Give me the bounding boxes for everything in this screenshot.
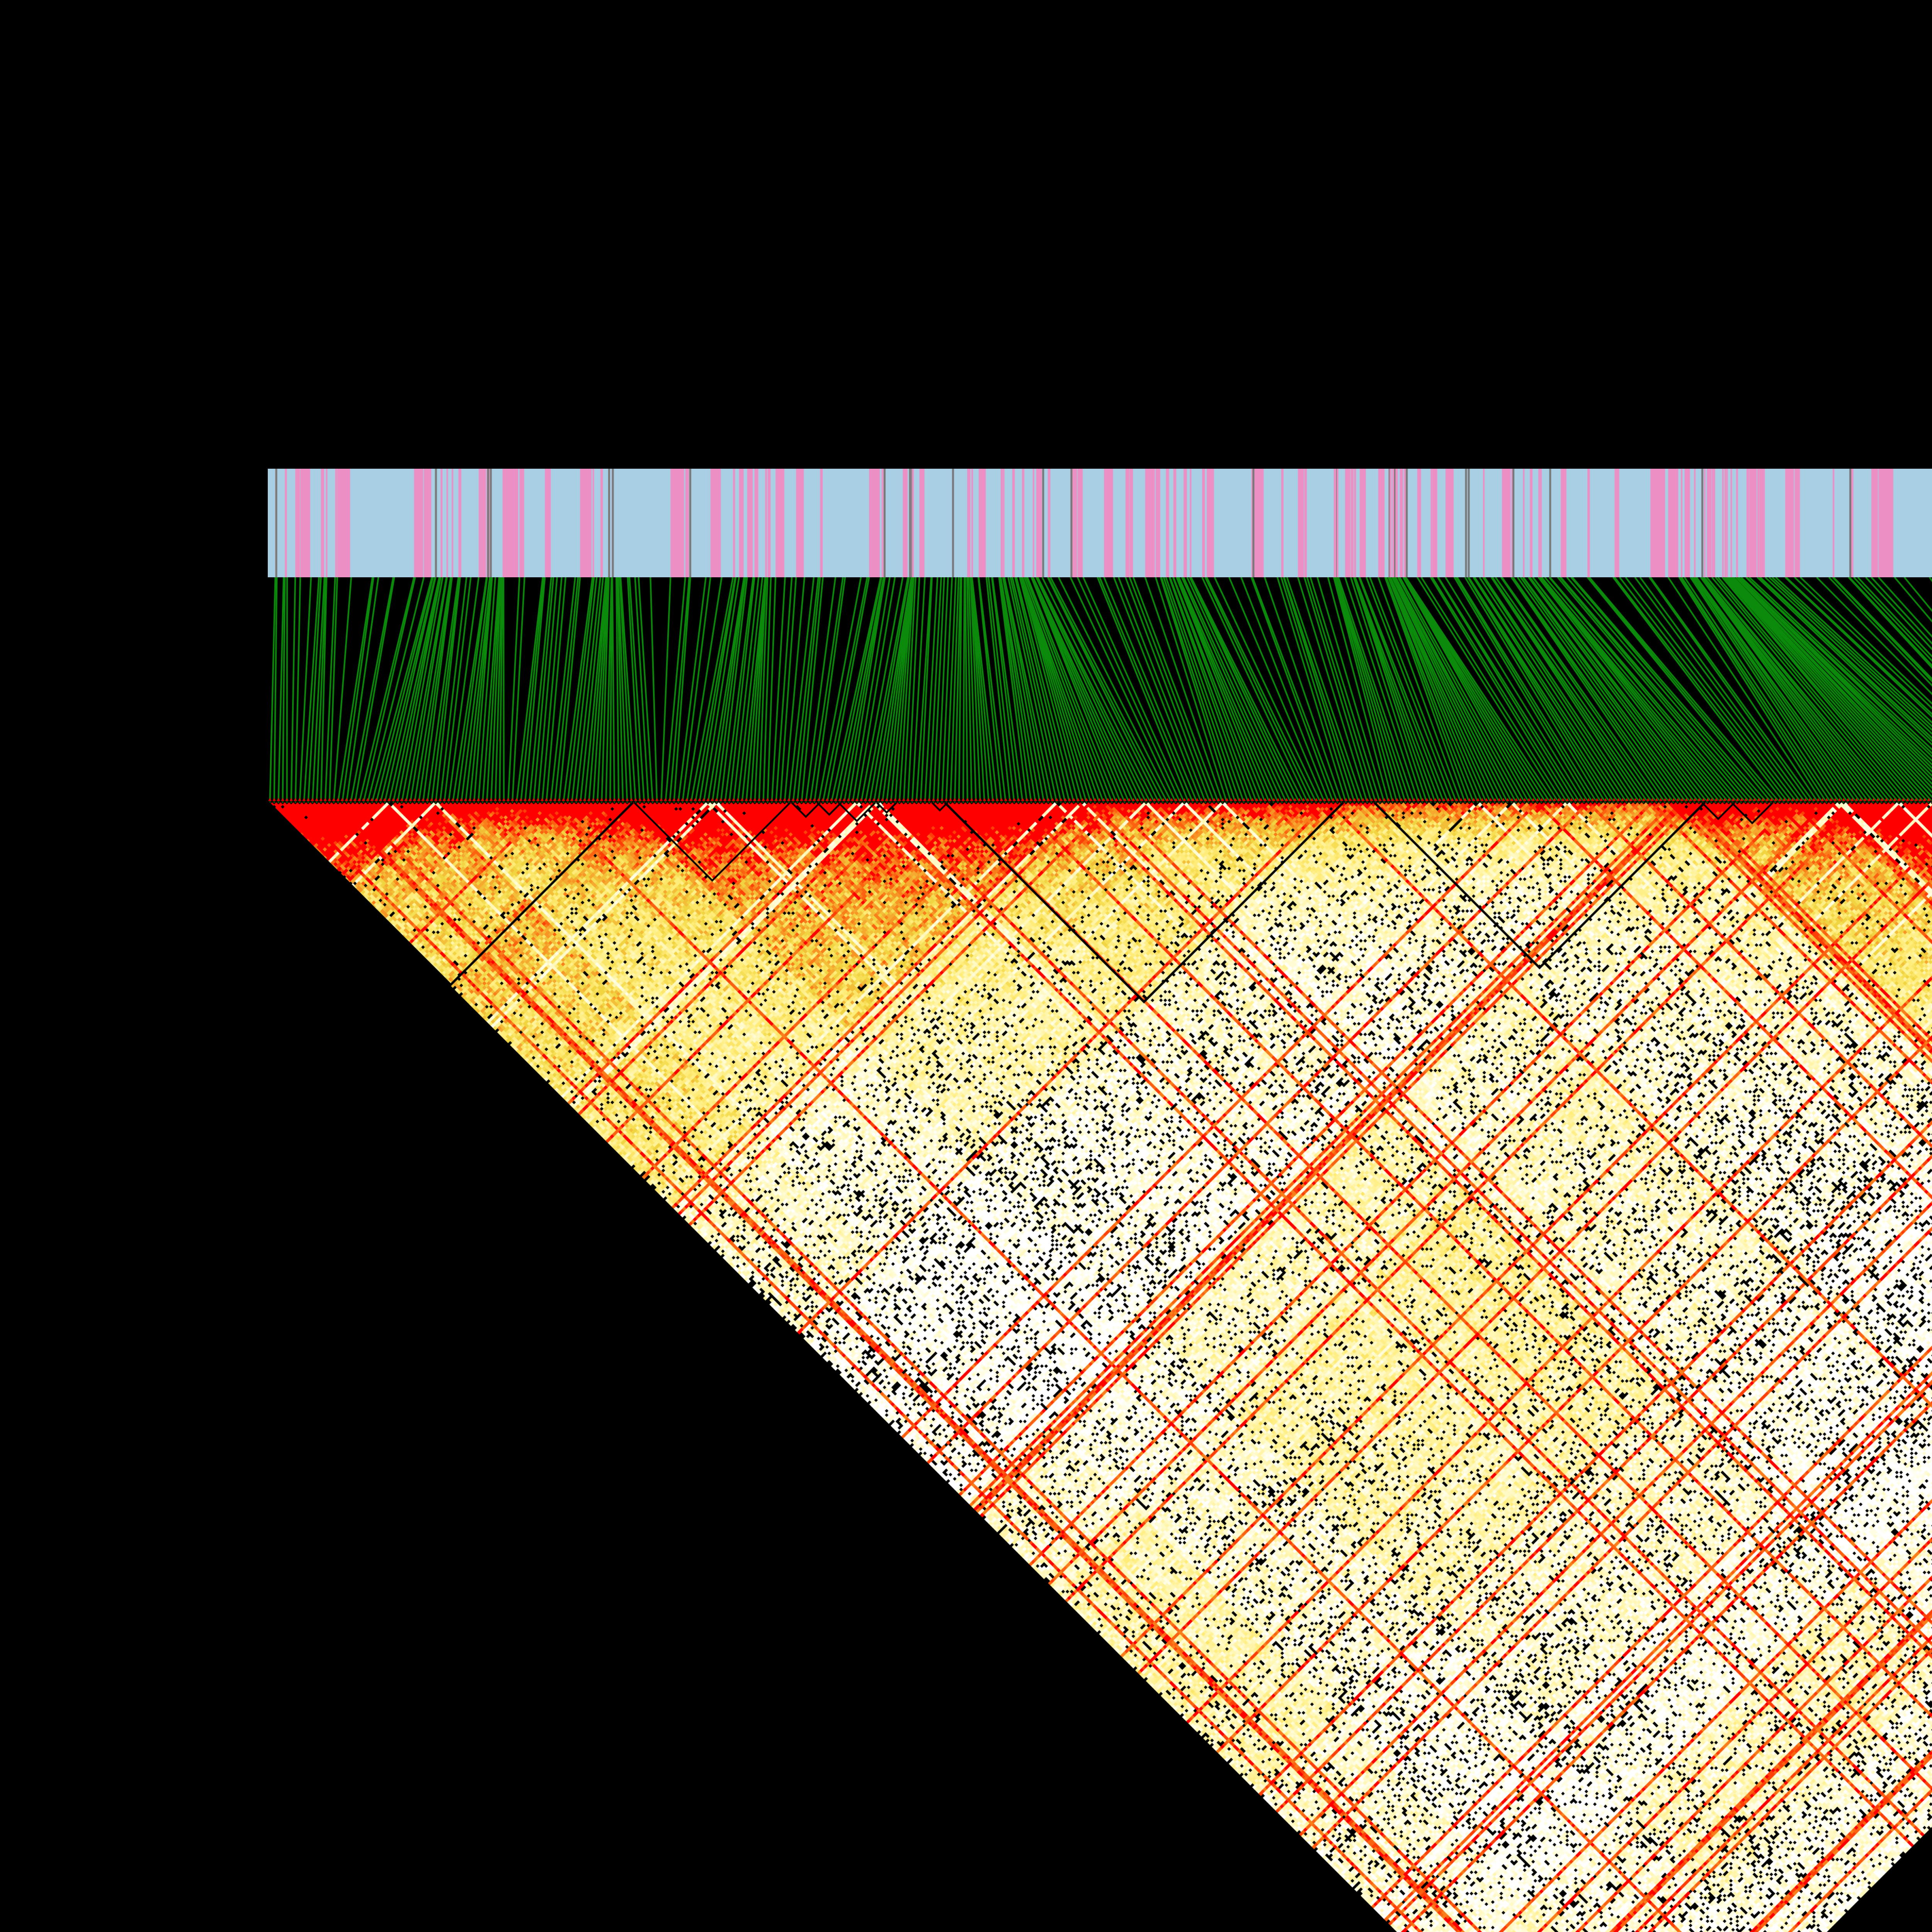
snp-annotation-track — [268, 469, 1932, 577]
snp-position-comb — [268, 577, 1932, 803]
ld-triangle-heatmap — [268, 797, 1932, 1932]
